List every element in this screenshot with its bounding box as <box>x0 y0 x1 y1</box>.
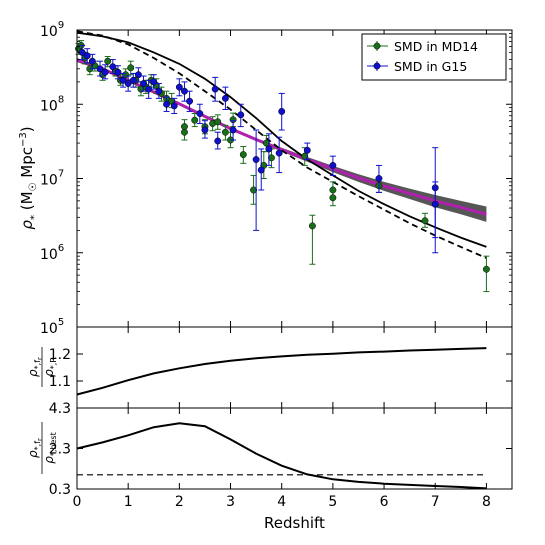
data-point-g15 <box>170 102 178 110</box>
numerator: ρ*,fr <box>26 438 44 458</box>
data-point-g15 <box>101 68 109 76</box>
data-point-md14 <box>239 151 247 159</box>
data-point-md14 <box>191 116 199 124</box>
x-tick-label: 7 <box>431 494 440 510</box>
data-point-g15 <box>109 63 117 71</box>
data-point-md14 <box>127 64 135 72</box>
data-point-g15 <box>329 161 337 169</box>
data-point-md14 <box>482 265 490 273</box>
data-point-g15 <box>303 146 311 154</box>
denominator: ρ*,R <box>42 357 58 377</box>
data-point-g15 <box>375 175 383 182</box>
top-panel: 105 106 107 108 109 <box>40 20 513 337</box>
data-point-g15 <box>257 166 265 174</box>
data-point-g15 <box>96 65 104 73</box>
data-point-g15 <box>229 126 237 134</box>
x-tick-label: 3 <box>226 494 235 510</box>
y-tick-label: 105 <box>40 317 64 337</box>
x-tick-label: 1 <box>124 494 133 510</box>
data-point-g15 <box>275 149 283 157</box>
x-tick-label: 6 <box>380 494 389 510</box>
x-tick-label: 0 <box>73 494 82 510</box>
legend: SMD in MD14 SMD in G15 <box>361 33 507 81</box>
data-point-md14 <box>329 194 337 202</box>
y-tick-label: 106 <box>40 243 64 263</box>
y-tick-label: 0.3 <box>49 482 71 498</box>
x-tick-label: 2 <box>175 494 184 510</box>
data-point-g15 <box>196 110 204 117</box>
x-tick-label: 4 <box>277 494 286 510</box>
legend-box <box>361 33 507 81</box>
data-point-g15 <box>221 94 229 102</box>
y-tick-label: 109 <box>40 20 64 40</box>
denominator: ρ*,best <box>42 432 58 463</box>
y-axis-labels: ρ* (M☉ Mpc−3)ρ*,frρ*,Rρ*,frρ*,best <box>18 126 58 474</box>
y-axis-label-bottom: ρ*,frρ*,best <box>26 422 58 474</box>
data-point-g15 <box>278 107 286 115</box>
legend-marker <box>373 62 381 70</box>
y-axis-label-middle: ρ*,frρ*,R <box>26 347 58 387</box>
model-curve-dashed <box>76 30 487 259</box>
data-point-g15 <box>201 126 209 134</box>
data-point-g15 <box>211 85 219 93</box>
data-point-md14 <box>421 217 429 225</box>
data-point-g15 <box>265 145 273 153</box>
data-point-g15 <box>252 156 260 163</box>
data-point-g15 <box>83 52 91 60</box>
bottom-plot-frame <box>76 407 513 490</box>
y-tick-label: 2.3 <box>49 442 71 458</box>
data-point-g15 <box>163 100 171 108</box>
x-tick-label: 8 <box>482 494 491 510</box>
data-point-g15 <box>114 68 122 76</box>
data-point-md14 <box>104 57 112 65</box>
legend-label: SMD in MD14 <box>394 39 478 54</box>
middle-panel: 1.1 1.2 <box>49 326 513 409</box>
data-point-g15 <box>129 76 137 84</box>
data-point-g15 <box>237 111 245 119</box>
y-axis-label-top: ρ* (M☉ Mpc−3) <box>18 126 40 229</box>
data-point-g15 <box>175 83 183 91</box>
x-axis: 0 1 2 3 4 5 6 7 8 Redshift <box>73 30 491 532</box>
data-point-g15 <box>150 78 158 86</box>
data-point-g15 <box>124 80 132 88</box>
middle-plot-frame <box>76 326 513 409</box>
y-tick-label: 1.2 <box>49 347 71 363</box>
model-curve-solid <box>76 31 487 248</box>
data-point-md14 <box>268 154 275 162</box>
x-tick-label: 5 <box>328 494 337 510</box>
data-point-md14 <box>308 222 316 230</box>
y-tick-label: 4.3 <box>49 401 71 417</box>
legend-label: SMD in G15 <box>394 59 467 74</box>
data-point-md14 <box>250 186 258 194</box>
bottom-panel: 0.3 2.3 4.3 <box>49 401 513 498</box>
data-point-g15 <box>119 76 127 84</box>
data-point-g15 <box>140 80 147 88</box>
y-tick-label: 107 <box>40 169 64 189</box>
data-point-g15 <box>431 200 439 208</box>
y-tick-label: 1.1 <box>49 374 71 390</box>
legend-marker <box>373 42 381 50</box>
data-point-g15 <box>155 87 163 95</box>
data-point-md14 <box>262 139 270 147</box>
ratio-curve-R <box>76 347 487 396</box>
data-point-g15 <box>134 71 142 79</box>
data-point-md14 <box>214 118 222 126</box>
data-point-g15 <box>186 97 194 105</box>
data-point-g15 <box>214 137 222 145</box>
data-point-g15 <box>88 57 96 65</box>
data-point-md14 <box>181 123 188 131</box>
ratio-curve-best <box>76 422 487 490</box>
y-tick-label: 108 <box>40 94 64 114</box>
x-axis-label: Redshift <box>264 514 325 532</box>
numerator: ρ*,fr <box>26 357 44 377</box>
